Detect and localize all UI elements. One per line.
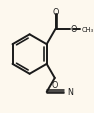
Text: O: O [71, 25, 77, 34]
Text: O: O [52, 8, 59, 17]
Text: O: O [52, 80, 58, 89]
Text: N: N [67, 88, 73, 97]
Text: CH₃: CH₃ [81, 27, 94, 33]
